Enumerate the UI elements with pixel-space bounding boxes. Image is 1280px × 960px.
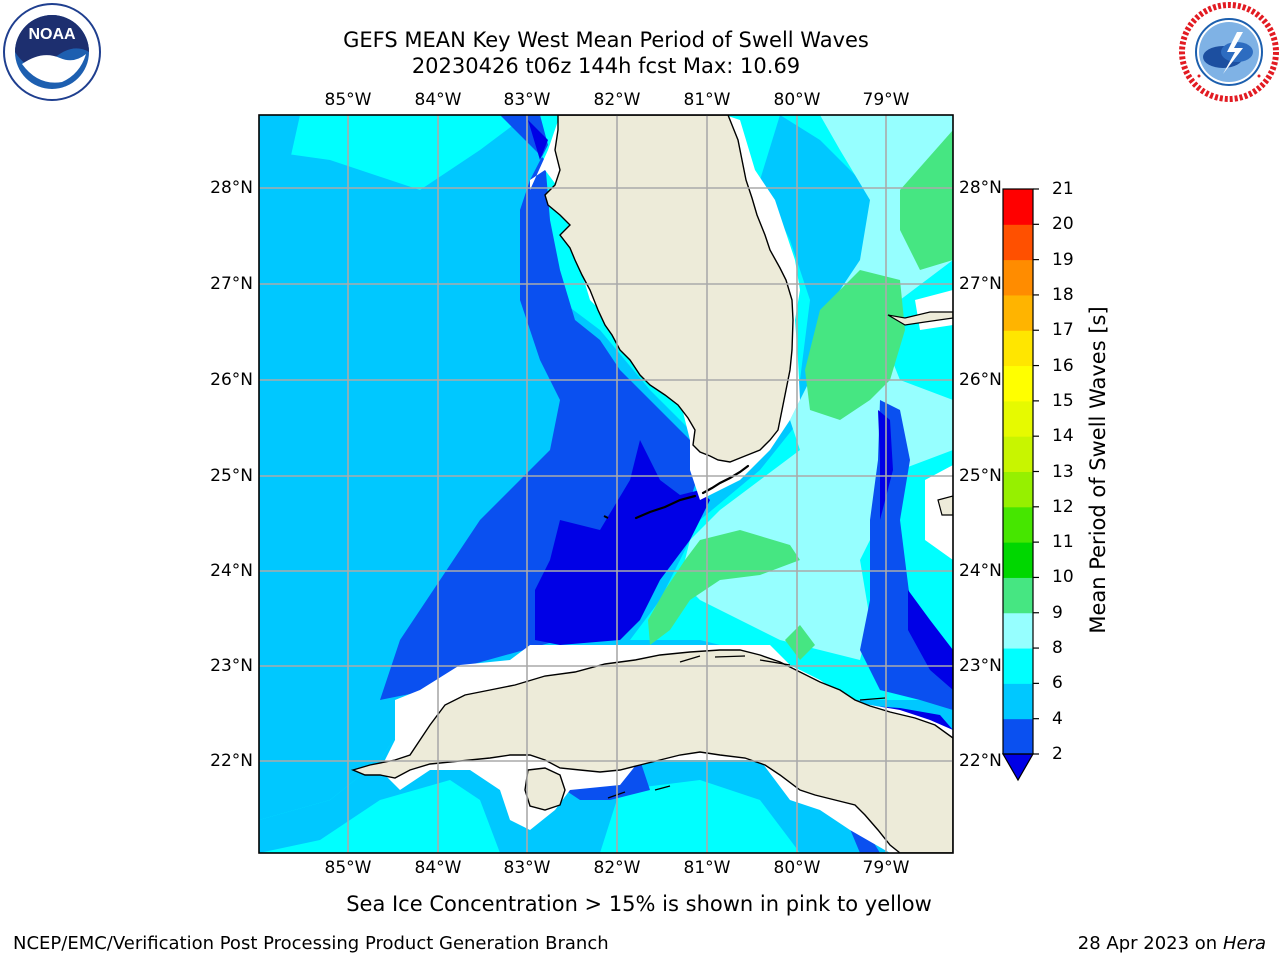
lat-label-left: 26°N <box>210 370 253 390</box>
colorbar-segment <box>1003 612 1033 649</box>
swell-field-lt2-strait <box>535 440 710 645</box>
footer-credit: NCEP/EMC/Verification Post Processing Pr… <box>13 933 609 954</box>
colorbar-segment <box>1003 365 1033 402</box>
swell-field-9-10-east <box>900 130 953 270</box>
colorbar-tick-label: 8 <box>1052 638 1063 659</box>
map-gridlines <box>259 115 953 853</box>
lat-label-left: 24°N <box>210 561 253 581</box>
colorbar-segment <box>1003 259 1033 296</box>
colorbar-segment <box>1003 294 1033 331</box>
nws-logo <box>1179 2 1279 102</box>
swell-field-4-6-gulf <box>259 115 700 820</box>
lon-label-bottom: 81°W <box>683 858 731 878</box>
dry-tortugas <box>603 515 609 519</box>
no-data-bahamas <box>915 290 953 560</box>
lat-label-right: 24°N <box>959 561 1002 581</box>
colorbar <box>1001 188 1039 782</box>
colorbar-tick-label: 12 <box>1052 496 1074 517</box>
lon-label-bottom: 83°W <box>503 858 551 878</box>
lat-label-right: 23°N <box>959 656 1002 676</box>
swell-field-9-10-strait <box>648 530 800 645</box>
swell-field-lt2-east <box>858 410 953 730</box>
colorbar-tick-label: 17 <box>1052 320 1074 341</box>
lon-label-bottom: 79°W <box>862 858 910 878</box>
colorbar-segment <box>1003 400 1033 437</box>
colorbar-tick-label: 19 <box>1052 249 1074 270</box>
lat-label-left: 23°N <box>210 656 253 676</box>
map-frame <box>258 114 954 854</box>
lon-label-bottom: 80°W <box>773 858 821 878</box>
colorbar-tick-label: 18 <box>1052 284 1074 305</box>
colorbar-tick-label: 13 <box>1052 461 1074 482</box>
lat-label-left: 27°N <box>210 274 253 294</box>
colorbar-tick-label: 9 <box>1052 602 1063 623</box>
colorbar-segment <box>1003 648 1033 684</box>
isla-de-la-juventud <box>524 767 566 811</box>
colorbar-segment <box>1003 718 1033 755</box>
colorbar-tick-label: 21 <box>1052 179 1074 199</box>
sea-ice-caption: Sea Ice Concentration > 15% is shown in … <box>346 892 932 916</box>
lat-label-right: 26°N <box>959 370 1002 390</box>
colorbar-tick-label: 4 <box>1052 708 1063 729</box>
grand-bahama <box>887 311 953 326</box>
colorbar-segment <box>1003 330 1033 367</box>
lat-label-right: 25°N <box>959 466 1002 486</box>
lon-label-top: 80°W <box>773 90 821 110</box>
colorbar-label: Mean Period of Swell Waves [s] <box>1086 306 1110 634</box>
florida-land <box>544 115 794 463</box>
lat-label-left: 28°N <box>210 178 253 198</box>
lon-label-bottom: 85°W <box>324 858 372 878</box>
footer-date-text: 28 Apr 2023 on <box>1077 933 1218 954</box>
florida-keys <box>634 464 750 520</box>
footer-date: 28 Apr 2023 on Hera <box>1078 933 1266 955</box>
lat-label-right: 22°N <box>959 751 1002 771</box>
colorbar-tick-label: 2 <box>1052 744 1063 764</box>
colorbar-tick-label: 15 <box>1052 390 1074 411</box>
colorbar-segment <box>1003 224 1033 261</box>
lon-label-top: 79°W <box>862 90 910 110</box>
swell-field-9-10-bahamas <box>805 270 905 420</box>
colorbar-segment <box>1003 436 1033 472</box>
noaa-logo-text: NOAA <box>28 26 76 43</box>
map-title: GEFS MEAN Key West Mean Period of Swell … <box>343 28 869 52</box>
footer-host: Hera <box>1222 933 1266 954</box>
lon-label-bottom: 84°W <box>414 858 462 878</box>
colorbar-tick-label: 20 <box>1052 214 1074 235</box>
colorbar-segment <box>1003 542 1033 578</box>
colorbar-segment <box>1003 577 1033 614</box>
lon-label-top: 81°W <box>683 90 731 110</box>
lon-label-top: 84°W <box>414 90 462 110</box>
lon-label-top: 85°W <box>324 90 372 110</box>
swell-field-2-4-cuba-south <box>565 760 880 853</box>
map-subtitle: 20230426 t06z 144h fcst Max: 10.69 <box>411 54 801 78</box>
lat-label-right: 27°N <box>959 274 1002 294</box>
lat-label-left: 22°N <box>210 751 253 771</box>
colorbar-tick-label: 14 <box>1052 426 1074 447</box>
colorbar-extend-arrow <box>1001 753 1035 782</box>
colorbar-segment <box>1003 506 1033 543</box>
colorbar-tick-label: 10 <box>1052 567 1074 588</box>
lon-label-top: 83°W <box>503 90 551 110</box>
colorbar-segment <box>1003 189 1033 225</box>
lat-label-left: 25°N <box>210 466 253 486</box>
colorbar-segment <box>1003 471 1033 508</box>
andros-island <box>937 495 953 516</box>
noaa-logo: NOAA <box>3 3 101 101</box>
cuba-land <box>350 649 953 853</box>
colorbar-tick-label: 11 <box>1052 532 1074 553</box>
colorbar-tick-label: 6 <box>1052 673 1063 694</box>
lon-label-bottom: 82°W <box>593 858 641 878</box>
swell-field-9-10-cuba <box>785 625 815 660</box>
colorbar-tick-label: 16 <box>1052 355 1074 376</box>
lat-label-right: 28°N <box>959 178 1002 198</box>
lon-label-top: 82°W <box>593 90 641 110</box>
colorbar-segment <box>1003 683 1033 720</box>
